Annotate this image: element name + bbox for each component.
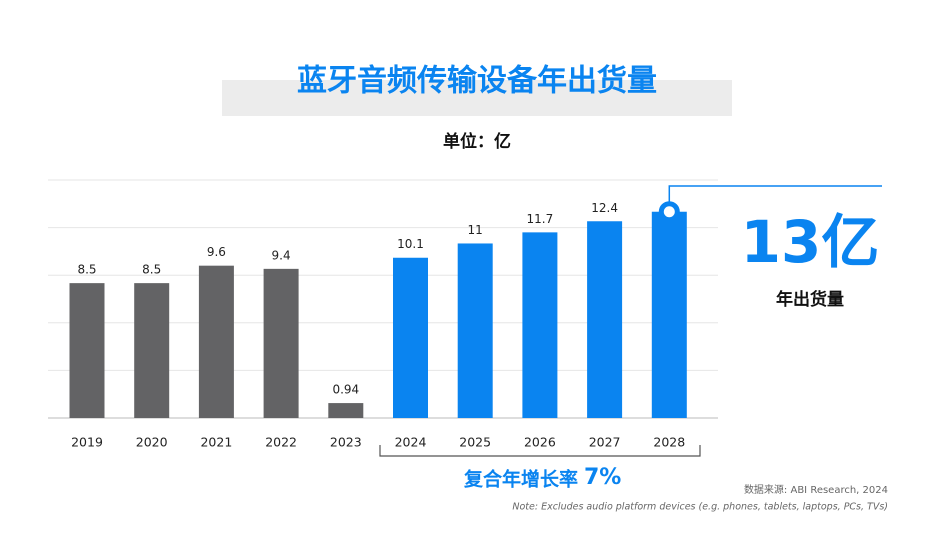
data-label: 11.7 <box>527 212 554 226</box>
data-label: 10.1 <box>397 237 424 251</box>
data-label: 0.94 <box>332 383 359 397</box>
bar <box>198 265 234 418</box>
bar <box>328 403 364 418</box>
x-tick-label: 2027 <box>589 435 621 450</box>
x-tick-label: 2019 <box>71 435 103 450</box>
data-label: 11 <box>468 223 483 237</box>
title-background <box>222 80 732 116</box>
chart-title: 蓝牙音频传输设备年出货量 <box>297 64 657 99</box>
cagr-value: 7% <box>584 465 621 490</box>
cagr-bracket <box>379 445 701 457</box>
bar <box>651 211 687 418</box>
data-label: 9.6 <box>207 245 226 259</box>
chart-subtitle: 单位：亿 <box>443 131 511 152</box>
bar <box>69 283 105 418</box>
data-label: 8.5 <box>142 263 161 277</box>
bar <box>587 221 623 418</box>
x-tick-label: 2022 <box>265 435 297 450</box>
data-label: 12.4 <box>591 201 618 215</box>
note: Note: Excludes audio platform devices (e… <box>512 502 888 513</box>
cagr-label: 复合年增长率 <box>463 468 578 491</box>
x-tick-label: 2028 <box>653 435 685 450</box>
data-label: 8.5 <box>77 263 96 277</box>
bar <box>263 268 299 418</box>
bar <box>393 257 428 418</box>
data-label: 9.4 <box>272 248 291 262</box>
callout-value: 13亿 <box>741 208 880 276</box>
callout-label: 年出货量 <box>776 289 844 310</box>
x-tick-label: 2021 <box>200 435 232 450</box>
callout-marker <box>658 201 680 223</box>
x-tick-label: 2020 <box>136 435 168 450</box>
source: 数据来源: ABI Research, 2024 <box>744 483 888 496</box>
x-tick-label: 2024 <box>395 435 427 450</box>
x-tick-label: 2023 <box>330 435 362 450</box>
x-tick-label: 2026 <box>524 435 556 450</box>
bar <box>134 283 170 418</box>
x-tick-label: 2025 <box>459 435 491 450</box>
bar <box>457 243 493 418</box>
bar <box>522 232 558 418</box>
